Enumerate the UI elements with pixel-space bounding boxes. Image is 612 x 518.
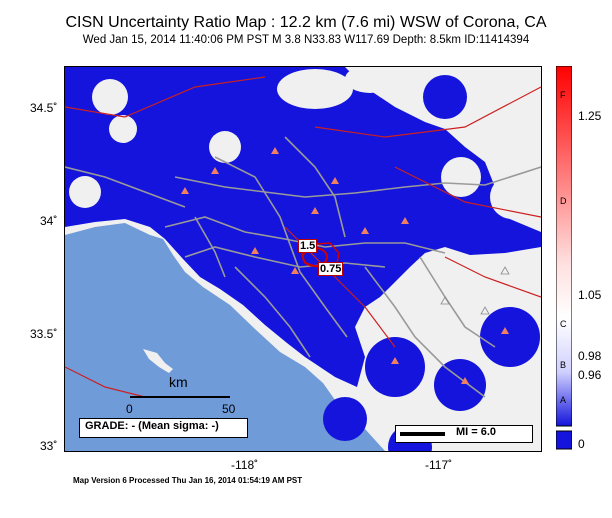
mi-legend-box [395, 425, 533, 443]
uncertainty-map[interactable] [64, 66, 542, 452]
map-title: CISN Uncertainty Ratio Map : 12.2 km (7.… [65, 14, 547, 31]
grade-text: GRADE: - (Mean sigma: -) [85, 420, 219, 432]
colorbar-tick: 0.98 [578, 349, 602, 363]
grade-letter: D [560, 196, 567, 206]
lat-label: 34˚ [40, 214, 58, 228]
lon-label: -117˚ [425, 458, 453, 472]
scale-bar-max: 50 [222, 402, 236, 416]
uncertainty-colorbar [555, 65, 573, 450]
contour-label: 1.5 [298, 239, 318, 253]
grade-letter: F [560, 90, 566, 100]
lon-label: -118˚ [231, 458, 259, 472]
colorbar-tick: 0 [578, 437, 585, 451]
event-info: Wed Jan 15, 2014 11:40:06 PM PST M 3.8 N… [82, 34, 530, 46]
mi-line [400, 432, 445, 436]
grade-letter: A [560, 395, 567, 405]
colorbar-tick: 0.96 [578, 368, 602, 382]
grade-letter: C [560, 319, 567, 329]
scale-bar-min: 0 [126, 402, 133, 416]
grade-legend-box [79, 418, 248, 438]
contour-label: 0.75 [318, 262, 344, 276]
scale-bar-unit: km [169, 374, 188, 390]
map-footer: Map Version 6 Processed Thu Jan 16, 2014… [73, 476, 303, 485]
colorbar-tick: 1.25 [578, 109, 602, 123]
lat-label: 33˚ [40, 439, 58, 453]
mi-legend-text: MI = 6.0 [456, 426, 497, 438]
lat-label: 33.5˚ [30, 327, 58, 341]
colorbar-tick: 1.05 [578, 288, 602, 302]
lat-label: 34.5˚ [30, 101, 58, 115]
grade-letter: B [560, 360, 567, 370]
